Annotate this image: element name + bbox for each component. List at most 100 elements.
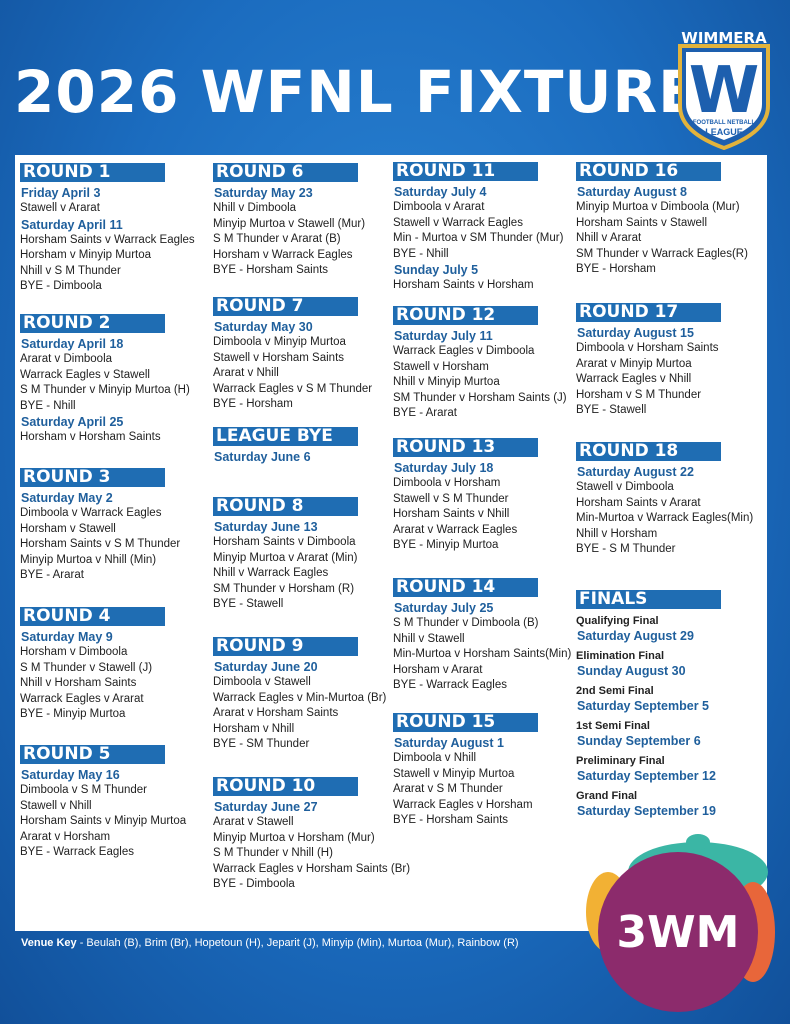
match-date: Saturday April 18 — [21, 337, 124, 351]
fixture-match: Stawell v Dimboola — [576, 481, 674, 493]
round-block: ROUND 12 Saturday July 11 Warrack Eagles v… — [393, 306, 583, 422]
fixture-match: Horsham Saints v Stawell — [576, 216, 708, 229]
fixture-match: Nhill v Warrack Eagles — [213, 567, 329, 580]
fixture-match: Min - Murtoa v SM Thunder (Mur) — [393, 232, 564, 245]
fixture-match: Horsham v S M Thunder — [576, 388, 702, 401]
wimmera-league-logo: WIMMERA W FOOTBALL NETBALL LEAGUE — [678, 29, 770, 150]
final-name: Grand Final — [576, 790, 638, 802]
round-block: ROUND 2 Saturday April 18 Ararat v Dimbool… — [20, 314, 210, 446]
fixture-match: Dimboola v Horsham — [393, 477, 501, 489]
final-name: 1st Semi Final — [576, 720, 650, 732]
fixture-match: Warrack Eagles v Nhill — [576, 373, 692, 386]
fixture-match: S M Thunder v Ararat (B) — [213, 233, 341, 246]
fixture-match: Stawell v Nhill — [20, 799, 92, 812]
fixture-match: Ararat v Horsham — [20, 830, 111, 843]
round-header: ROUND 2 — [20, 314, 165, 333]
fixture-match: SM Thunder v Horsham (R) — [213, 582, 355, 595]
fixture-match: Nhill v S M Thunder — [20, 264, 121, 277]
round-header: ROUND 18 — [576, 442, 721, 461]
fixture-match: Nhill v Horsham Saints — [20, 677, 137, 690]
round-header: FINALS — [576, 590, 721, 609]
fixture-match: Warrack Eagles v Horsham Saints (Br) — [213, 862, 411, 875]
fixture-match: S M Thunder v Minyip Murtoa (H) — [20, 384, 190, 397]
match-date: Sunday July 5 — [394, 263, 479, 278]
match-date: Saturday August 8 — [577, 185, 687, 199]
round-header: ROUND 17 — [576, 303, 721, 322]
round-block: ROUND 3 Saturday May 2 Dimboola v Warrack … — [20, 468, 210, 584]
fixture-match: Warrack Eagles v Stawell — [20, 368, 150, 381]
fixture-match: BYE - Stawell — [576, 404, 647, 417]
fixture-match: Stawell v S M Thunder — [393, 492, 509, 505]
fixture-match: Dimboola v S M Thunder — [20, 784, 147, 796]
fixture-match: BYE - Dimboola — [20, 280, 102, 293]
match-date: Saturday May 23 — [214, 186, 313, 200]
fixture-match: Ararat v Stawell — [213, 816, 294, 828]
round-header: ROUND 11 — [393, 162, 538, 181]
fixture-match: Horsham Saints v Ararat — [576, 496, 701, 509]
venue-key-text: - Beulah (B), Brim (Br), Hopetoun (H), J… — [76, 937, 519, 949]
fixture-match: Minyip Murtoa v Nhill (Min) — [20, 553, 157, 566]
round-block: ROUND 18 Saturday August 22 Stawell v Dimb… — [576, 442, 766, 558]
fixture-match: Dimboola v Stawell — [213, 676, 311, 688]
match-date: Sunday August 30 — [577, 664, 686, 678]
final-name: 2nd Semi Final — [576, 685, 654, 697]
svg-text:WIMMERA: WIMMERA — [681, 29, 767, 47]
fixture-match: Minyip Murtoa v Ararat (Min) — [213, 551, 358, 564]
fixture-match: Warrack Eagles v S M Thunder — [213, 382, 373, 395]
match-date: Saturday August 1 — [394, 736, 504, 750]
round-header: ROUND 13 — [393, 438, 538, 457]
round-block: ROUND 13 Saturday July 18 Dimboola v Horsh… — [393, 438, 583, 554]
fixture-match: Horsham Saints v Warrack Eagles — [20, 233, 195, 246]
svg-text:3WM: 3WM — [617, 907, 740, 958]
fixture-match: BYE - Warrack Eagles — [20, 846, 134, 859]
svg-text:LEAGUE: LEAGUE — [705, 127, 743, 137]
fixture-match: Dimboola v Warrack Eagles — [20, 507, 162, 519]
fixture-match: Stawell v Minyip Murtoa — [393, 767, 515, 780]
fixture-match: Horsham Saints v Nhill — [393, 508, 510, 521]
svg-text:FOOTBALL NETBALL: FOOTBALL NETBALL — [693, 120, 756, 126]
round-header: ROUND 14 — [393, 578, 538, 597]
fixture-match: Nhill v Dimboola — [213, 202, 297, 214]
fixture-match: Nhill v Minyip Murtoa — [393, 376, 500, 389]
round-block: ROUND 14 Saturday July 25 S M Thunder v Di… — [393, 578, 583, 694]
page-title: 2026 WFNL FIXTURE — [14, 58, 699, 126]
fixture-match: Minyip Murtoa v Dimboola (Mur) — [576, 201, 740, 213]
fixture-match: Nhill v Ararat — [576, 232, 642, 245]
round-block: ROUND 4 Saturday May 9 Horsham v Dimboola S… — [20, 607, 210, 723]
round-block: LEAGUE BYE Saturday June 6 — [213, 427, 403, 465]
fixture-match: S M Thunder v Stawell (J) — [20, 661, 153, 674]
fixture-match: Nhill v Horsham — [576, 527, 658, 540]
fixture-match: BYE - Horsham — [213, 398, 293, 411]
fixture-match: BYE - Nhill — [393, 247, 449, 260]
venue-key: Venue Key - Beulah (B), Brim (Br), Hopet… — [21, 937, 519, 949]
fixture-match: Warrack Eagles v Horsham — [393, 798, 533, 811]
match-date: Saturday September 12 — [577, 769, 716, 783]
fixture-match: Stawell v Horsham Saints — [213, 351, 345, 364]
match-date: Saturday April 11 — [21, 217, 123, 232]
round-header: ROUND 6 — [213, 163, 358, 182]
fixture-match: Ararat v Horsham Saints — [213, 707, 339, 720]
round-block: ROUND 11 Saturday July 4 Dimboola v Ararat… — [393, 162, 583, 294]
round-block: ROUND 15 Saturday August 1 Dimboola v Nhil… — [393, 713, 583, 829]
match-date: Saturday July 18 — [394, 461, 494, 475]
fixture-match: Min-Murtoa v Warrack Eagles(Min) — [576, 512, 754, 525]
fixture-match: Horsham Saints v Dimboola — [213, 536, 356, 548]
match-date: Saturday July 4 — [394, 185, 487, 199]
fixture-match: Min-Murtoa v Horsham Saints(Min) — [393, 648, 572, 661]
round-header: ROUND 8 — [213, 497, 358, 516]
round-header: ROUND 3 — [20, 468, 165, 487]
round-block: ROUND 10 Saturday June 27 Ararat v Stawell… — [213, 777, 411, 893]
match-date: Saturday September 5 — [577, 699, 709, 713]
match-date: Saturday May 2 — [21, 491, 113, 505]
fixture-match: Horsham v Minyip Murtoa — [20, 249, 152, 262]
round-block: ROUND 6 Saturday May 23 Nhill v Dimboola Mi… — [213, 163, 403, 279]
fixture-match: Horsham Saints v Horsham — [393, 279, 534, 292]
round-header: ROUND 15 — [393, 713, 538, 732]
round-block: ROUND 5 Saturday May 16 Dimboola v S M Thu… — [20, 745, 210, 861]
round-header: ROUND 7 — [213, 297, 358, 316]
fixture-match: Stawell v Horsham — [393, 360, 489, 373]
match-date: Saturday May 9 — [21, 630, 113, 644]
round-block: ROUND 8 Saturday June 13 Horsham Saints v … — [213, 497, 403, 613]
fixture-match: BYE - Minyip Murtoa — [20, 708, 126, 721]
fixture-match: Minyip Murtoa v Stawell (Mur) — [213, 217, 366, 230]
